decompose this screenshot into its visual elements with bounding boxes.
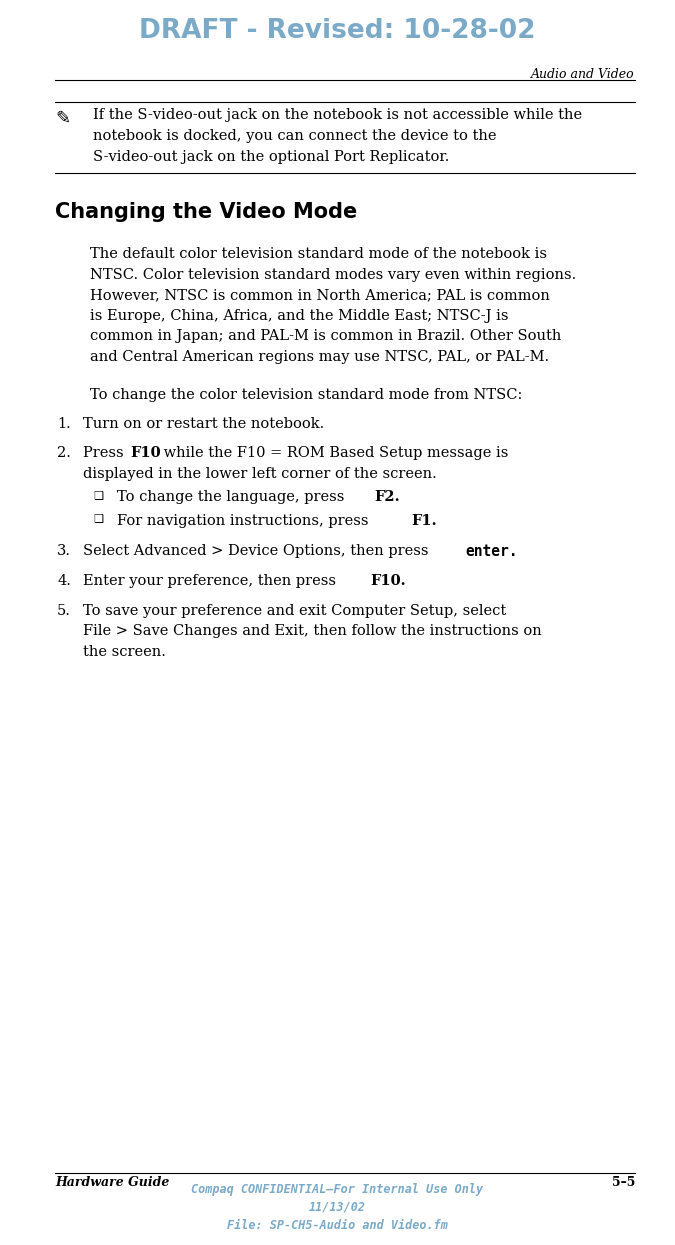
Text: Compaq CONFIDENTIAL—For Internal Use Only: Compaq CONFIDENTIAL—For Internal Use Onl…: [192, 1183, 483, 1196]
Text: If the S-video-out jack on the notebook is not accessible while the: If the S-video-out jack on the notebook …: [93, 108, 582, 122]
Text: enter.: enter.: [465, 544, 518, 559]
Text: To change the color television standard mode from NTSC:: To change the color television standard …: [90, 388, 522, 402]
Text: To save your preference and exit Computer Setup, select: To save your preference and exit Compute…: [83, 604, 506, 618]
Text: However, NTSC is common in North America; PAL is common: However, NTSC is common in North America…: [90, 288, 550, 303]
Text: 1.: 1.: [57, 417, 71, 431]
Text: displayed in the lower left corner of the screen.: displayed in the lower left corner of th…: [83, 467, 437, 481]
Text: 5.: 5.: [57, 604, 71, 618]
Text: To change the language, press: To change the language, press: [117, 491, 349, 504]
Text: F2.: F2.: [374, 491, 400, 504]
Text: NTSC. Color television standard modes vary even within regions.: NTSC. Color television standard modes va…: [90, 268, 576, 281]
Text: Hardware Guide: Hardware Guide: [55, 1177, 169, 1189]
Text: and Central American regions may use NTSC, PAL, or PAL-M.: and Central American regions may use NTS…: [90, 350, 549, 364]
Text: 11/13/02: 11/13/02: [309, 1201, 366, 1214]
Text: Press: Press: [83, 446, 128, 459]
Text: Enter your preference, then press: Enter your preference, then press: [83, 574, 341, 588]
Text: F10.: F10.: [370, 574, 406, 588]
Text: File > Save Changes and Exit, then follow the instructions on: File > Save Changes and Exit, then follo…: [83, 624, 542, 637]
Text: Turn on or restart the notebook.: Turn on or restart the notebook.: [83, 417, 324, 431]
Text: F1.: F1.: [411, 513, 437, 528]
Text: notebook is docked, you can connect the device to the: notebook is docked, you can connect the …: [93, 129, 497, 143]
Text: File: SP-CH5-Audio and Video.fm: File: SP-CH5-Audio and Video.fm: [227, 1219, 448, 1233]
Text: Audio and Video: Audio and Video: [531, 68, 635, 81]
Text: ❑: ❑: [93, 513, 103, 523]
Text: Changing the Video Mode: Changing the Video Mode: [55, 202, 357, 222]
Text: The default color television standard mode of the notebook is: The default color television standard mo…: [90, 247, 547, 261]
Text: 5–5: 5–5: [612, 1177, 635, 1189]
Text: DRAFT - Revised: 10-28-02: DRAFT - Revised: 10-28-02: [139, 17, 536, 44]
Text: common in Japan; and PAL-M is common in Brazil. Other South: common in Japan; and PAL-M is common in …: [90, 329, 562, 344]
Text: while the F10 = ROM Based Setup message is: while the F10 = ROM Based Setup message …: [159, 446, 508, 459]
Text: S-video-out jack on the optional Port Replicator.: S-video-out jack on the optional Port Re…: [93, 149, 450, 164]
Text: 2.: 2.: [57, 446, 71, 459]
Text: 3.: 3.: [57, 544, 71, 558]
Text: ✎: ✎: [55, 110, 70, 128]
Text: 4.: 4.: [57, 574, 71, 588]
Text: For navigation instructions, press: For navigation instructions, press: [117, 513, 373, 528]
Text: F10: F10: [130, 446, 161, 459]
Text: the screen.: the screen.: [83, 645, 166, 659]
Text: is Europe, China, Africa, and the Middle East; NTSC-J is: is Europe, China, Africa, and the Middle…: [90, 309, 508, 322]
Text: Select Advanced > Device Options, then press: Select Advanced > Device Options, then p…: [83, 544, 433, 558]
Text: ❑: ❑: [93, 491, 103, 500]
